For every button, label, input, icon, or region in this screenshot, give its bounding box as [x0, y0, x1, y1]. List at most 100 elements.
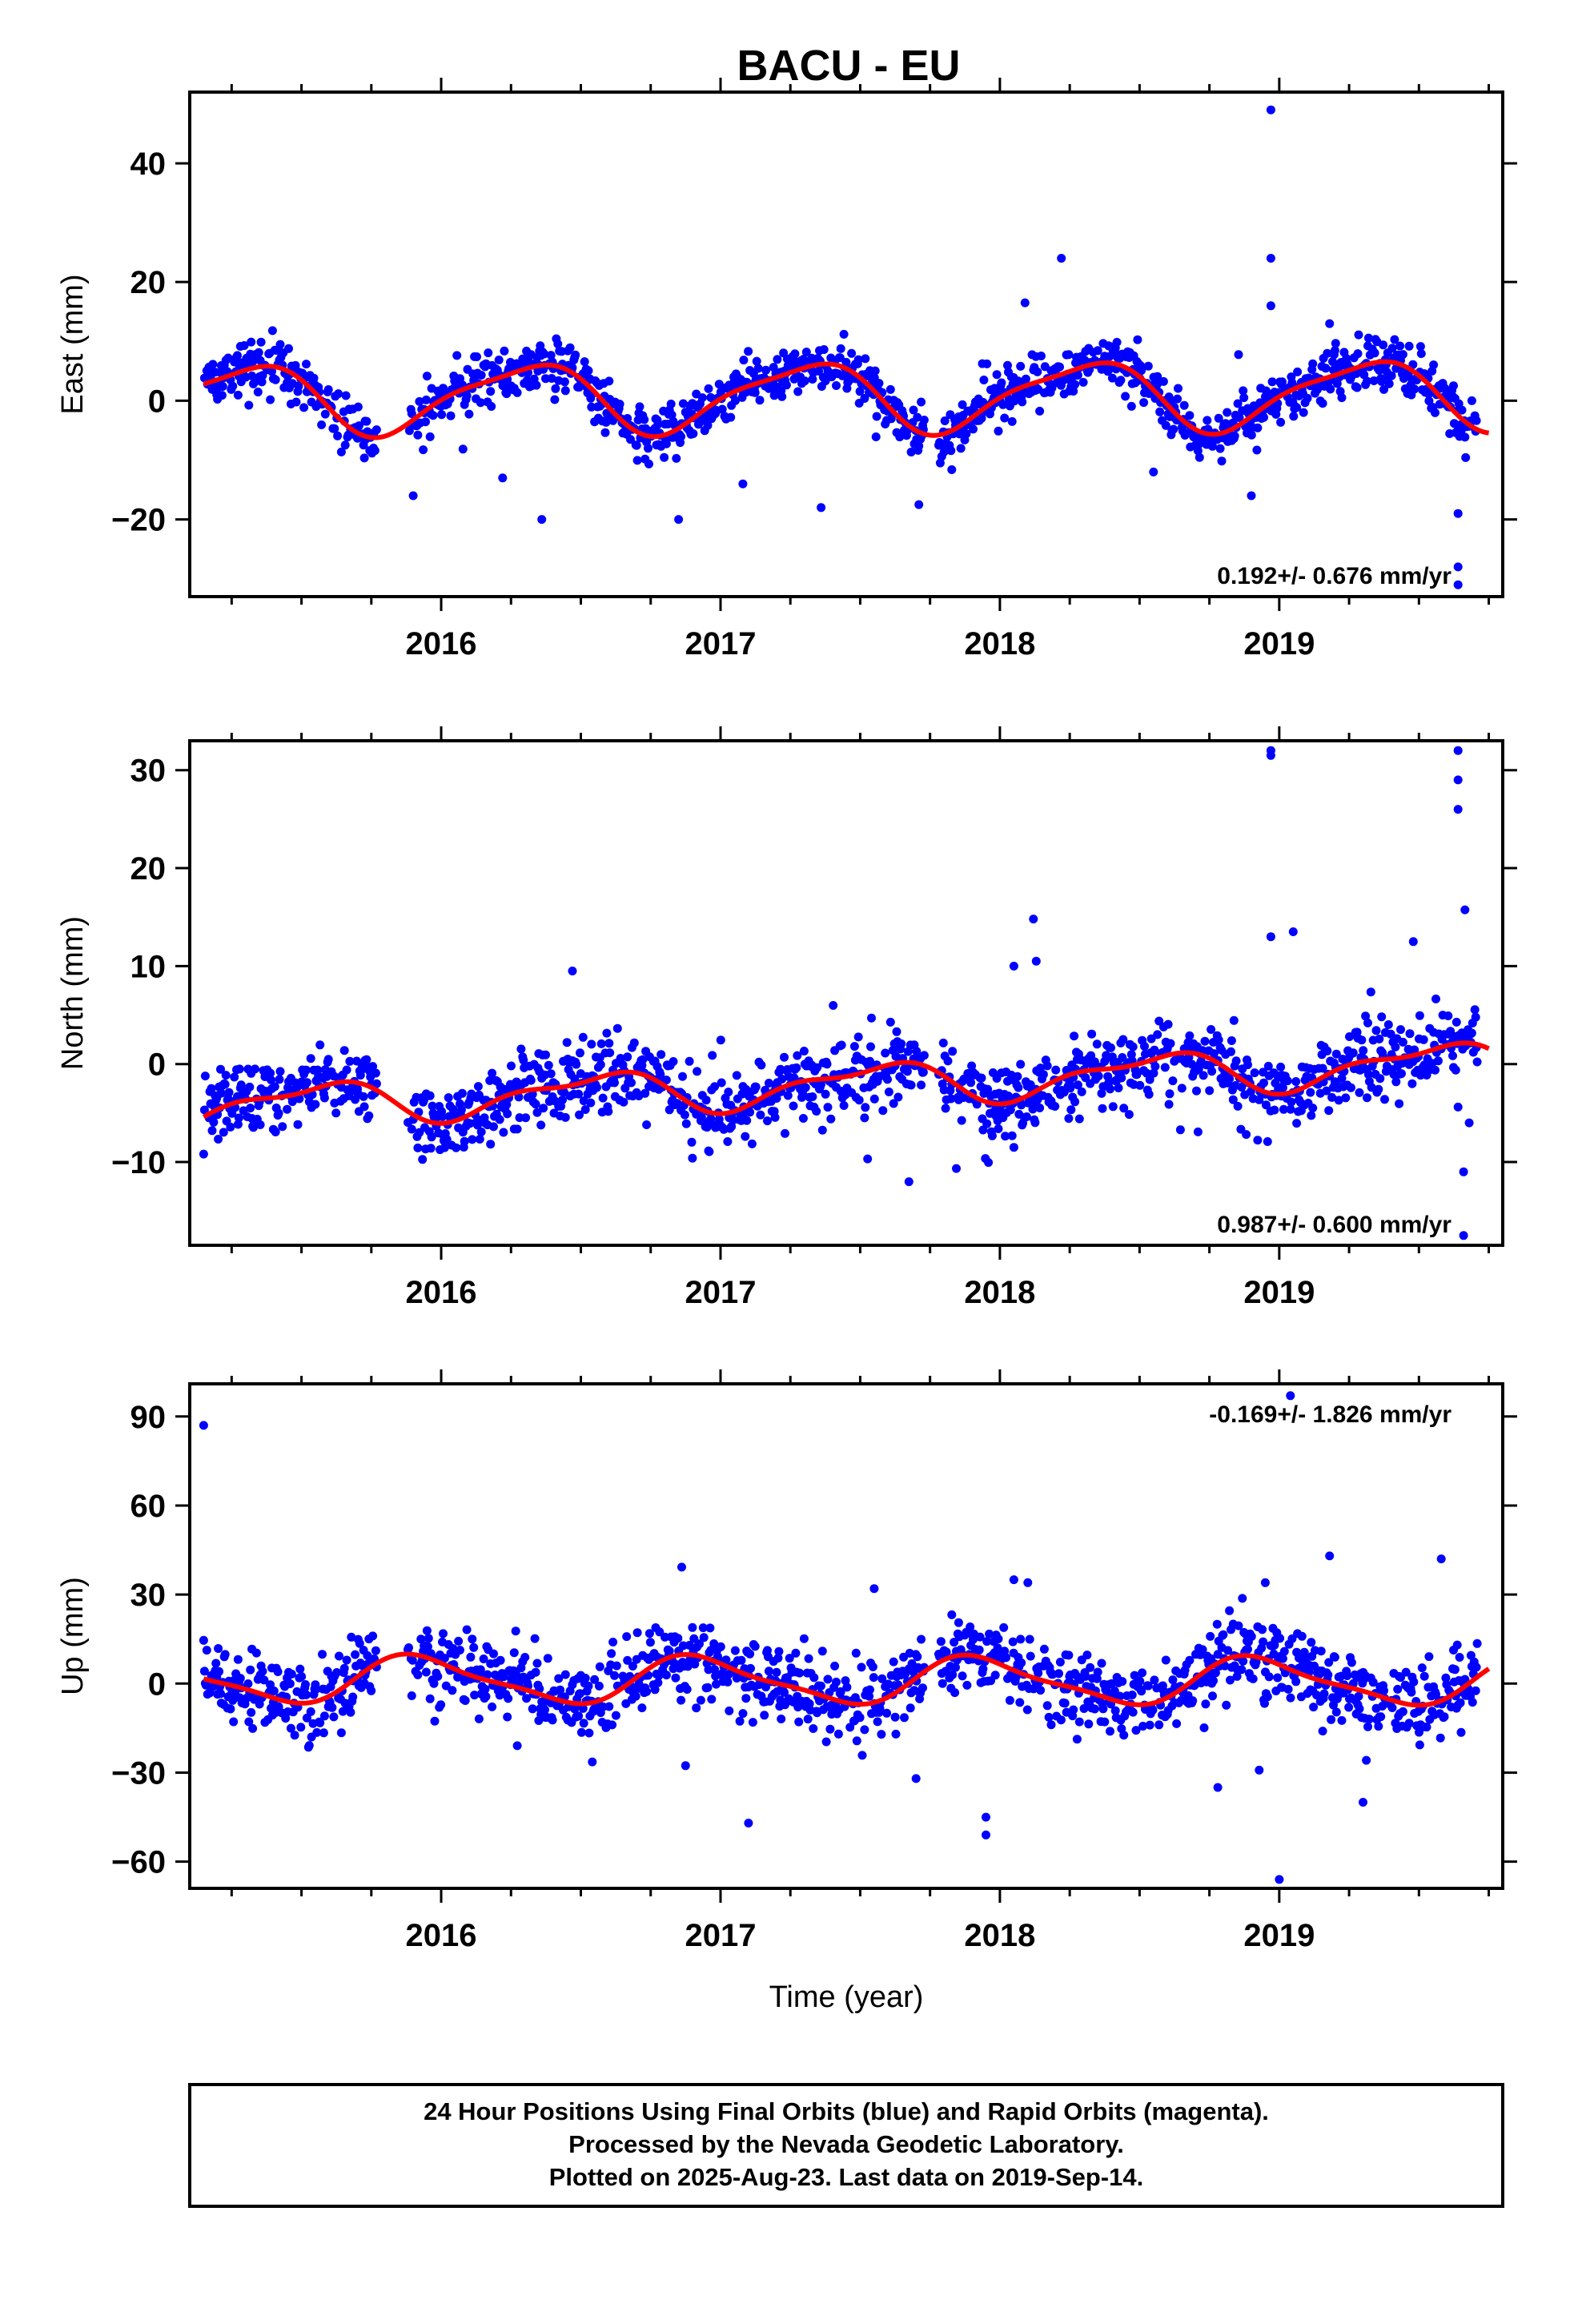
east-data-point	[1387, 344, 1397, 353]
north-rate-label: 0.987+/- 0.600 mm/yr	[1217, 1212, 1452, 1238]
up-data-point	[235, 1674, 245, 1683]
up-data-point	[982, 1637, 992, 1647]
up-data-point	[1456, 1698, 1465, 1707]
up-data-point	[522, 1694, 532, 1703]
north-data-point	[1145, 1075, 1154, 1084]
north-data-point	[489, 1122, 498, 1132]
north-panel: −10 0 10 20 30 2016 2017 2018 2019 North (mm) 0.98…	[56, 726, 1517, 1310]
north-data-point	[678, 1072, 687, 1081]
up-data-point	[780, 1687, 789, 1697]
up-data-point	[650, 1685, 660, 1695]
east-data-point	[835, 353, 845, 363]
up-data-point	[1150, 1675, 1159, 1685]
up-data-point	[1154, 1720, 1164, 1730]
east-data-point	[1449, 381, 1458, 391]
up-data-point	[228, 1695, 238, 1705]
north-data-point	[221, 1071, 231, 1080]
up-data-point	[1362, 1755, 1371, 1765]
north-data-point	[519, 1055, 528, 1065]
north-data-point	[1396, 1025, 1405, 1035]
north-data-point	[1263, 1137, 1272, 1146]
north-data-point	[1470, 1005, 1480, 1015]
north-data-point	[1291, 1077, 1301, 1086]
north-data-point	[837, 1040, 846, 1050]
north-data-point	[427, 1132, 436, 1142]
east-data-point	[266, 395, 275, 404]
east-data-point	[446, 411, 456, 420]
east-data-point	[580, 357, 589, 367]
up-data-point	[1409, 1677, 1419, 1687]
east-data-point	[1467, 396, 1476, 405]
up-data-point	[628, 1662, 637, 1671]
up-data-point	[1046, 1720, 1056, 1730]
north-data-point	[1231, 1056, 1241, 1066]
up-data-point	[355, 1638, 364, 1648]
north-data-point	[1070, 1031, 1079, 1041]
north-data-point	[1119, 1104, 1129, 1113]
east-data-point	[1252, 445, 1262, 455]
up-data-point	[594, 1681, 604, 1691]
up-data-point	[338, 1707, 347, 1716]
up-data-point	[833, 1729, 843, 1739]
up-data-point	[905, 1703, 915, 1713]
up-data-point	[950, 1638, 959, 1647]
north-data-point	[687, 1137, 697, 1147]
north-data-point	[444, 1093, 453, 1103]
up-data-point	[215, 1667, 224, 1676]
up-data-point	[696, 1695, 705, 1705]
north-data-point	[812, 1107, 821, 1116]
up-data-point	[673, 1634, 683, 1643]
up-outlier-point	[911, 1774, 921, 1783]
up-data-point	[688, 1622, 697, 1632]
north-data-point	[984, 1158, 994, 1168]
up-data-point	[1234, 1621, 1243, 1630]
north-data-point	[207, 1126, 217, 1136]
up-data-point	[975, 1632, 985, 1642]
east-data-point	[726, 412, 736, 422]
east-data-point	[885, 384, 895, 394]
east-data-point	[689, 429, 698, 438]
north-data-point	[488, 1068, 497, 1078]
up-data-point	[1331, 1707, 1341, 1717]
east-data-point	[954, 429, 964, 439]
up-outlier-point	[1260, 1578, 1270, 1587]
east-ytick-label: 20	[130, 265, 167, 300]
up-data-point	[528, 1704, 537, 1714]
east-data-point	[1185, 411, 1195, 420]
north-data-point	[515, 1113, 524, 1123]
north-data-point	[216, 1064, 225, 1074]
east-data-point	[1369, 376, 1379, 385]
north-data-point	[209, 1117, 219, 1127]
up-data-point	[576, 1689, 584, 1699]
up-data-point	[1206, 1631, 1215, 1641]
up-data-point	[1039, 1644, 1049, 1654]
north-data-point	[1287, 1097, 1296, 1107]
up-data-point	[1299, 1647, 1309, 1657]
east-data-point	[419, 445, 428, 455]
north-data-point	[1363, 1093, 1371, 1103]
east-data-point	[667, 410, 677, 420]
north-data-point	[521, 1113, 531, 1123]
north-data-point	[1270, 1105, 1279, 1115]
up-xtick-label: 2018	[964, 1918, 1035, 1953]
up-data-point	[785, 1654, 794, 1663]
up-data-point	[416, 1634, 426, 1644]
up-data-point	[290, 1731, 299, 1740]
east-data-point	[1018, 397, 1027, 407]
north-data-point	[1193, 1127, 1203, 1136]
north-data-point	[587, 1039, 596, 1049]
east-data-point	[1035, 406, 1045, 416]
north-data-point	[623, 1052, 632, 1062]
east-data-point	[341, 391, 351, 400]
up-data-point	[367, 1686, 376, 1695]
north-data-point	[1117, 1073, 1126, 1083]
up-data-point	[226, 1704, 235, 1714]
up-data-point	[1106, 1727, 1114, 1736]
east-data-point	[494, 356, 504, 364]
east-data-point	[752, 356, 761, 366]
up-data-point	[804, 1654, 813, 1663]
up-data-point	[608, 1638, 618, 1647]
east-data-point	[464, 409, 474, 419]
north-data-point	[596, 1039, 606, 1048]
up-data-point	[1238, 1594, 1247, 1603]
